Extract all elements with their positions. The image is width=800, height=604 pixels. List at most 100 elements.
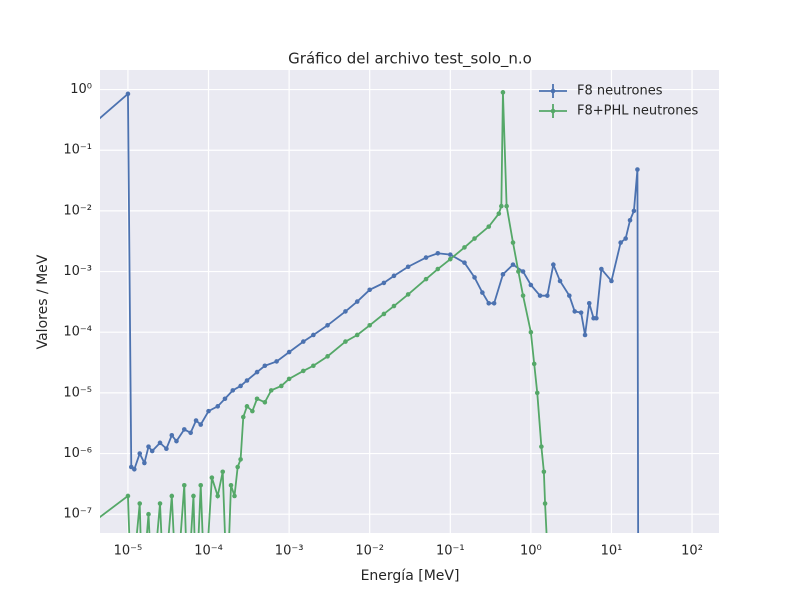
data-point bbox=[230, 388, 236, 393]
data-point bbox=[381, 280, 387, 286]
data-point bbox=[142, 460, 147, 466]
data-point bbox=[238, 383, 243, 389]
data-point bbox=[510, 240, 516, 245]
data-point bbox=[504, 203, 509, 209]
data-point bbox=[528, 329, 534, 335]
data-point bbox=[162, 591, 167, 596]
data-point bbox=[636, 591, 641, 596]
data-point bbox=[500, 272, 506, 277]
data-point bbox=[405, 292, 411, 297]
data-point bbox=[181, 427, 187, 432]
data-point bbox=[539, 444, 544, 449]
legend-label: F8 neutrones bbox=[577, 84, 663, 99]
data-point bbox=[150, 591, 155, 596]
data-point bbox=[631, 208, 637, 214]
data-point bbox=[262, 363, 268, 369]
data-point bbox=[125, 91, 131, 97]
data-point bbox=[537, 293, 543, 298]
x-tick-label: 10⁻² bbox=[355, 544, 384, 559]
y-tick-label: 10⁻⁶ bbox=[63, 446, 92, 461]
data-point bbox=[542, 501, 548, 506]
data-point bbox=[301, 368, 306, 374]
data-point bbox=[594, 315, 599, 321]
data-point bbox=[188, 430, 193, 436]
data-point bbox=[557, 278, 563, 284]
x-tick-label: 10² bbox=[681, 544, 703, 559]
data-point bbox=[486, 300, 492, 306]
data-point bbox=[354, 299, 360, 304]
data-point bbox=[254, 396, 260, 402]
data-point bbox=[423, 255, 429, 260]
x-tick-label: 10⁻³ bbox=[275, 544, 304, 559]
data-point bbox=[572, 309, 578, 314]
data-point bbox=[531, 361, 537, 367]
y-tick-label: 10⁻⁵ bbox=[63, 385, 92, 400]
data-point bbox=[367, 322, 373, 328]
data-point bbox=[129, 591, 134, 596]
data-point bbox=[215, 404, 221, 409]
data-point bbox=[311, 332, 316, 338]
data-point bbox=[435, 266, 441, 272]
data-point bbox=[496, 211, 502, 216]
legend-marker bbox=[550, 108, 556, 114]
data-point bbox=[635, 167, 640, 172]
y-tick-label: 10⁻⁴ bbox=[63, 325, 92, 340]
data-point bbox=[472, 236, 477, 241]
data-point bbox=[198, 482, 204, 488]
data-point bbox=[244, 378, 250, 383]
y-tick-label: 10⁻³ bbox=[63, 264, 92, 279]
data-point bbox=[157, 440, 163, 446]
data-point bbox=[254, 369, 260, 375]
data-point bbox=[520, 293, 526, 298]
data-point bbox=[301, 339, 306, 344]
data-point bbox=[586, 300, 592, 306]
data-point bbox=[268, 388, 274, 393]
data-point bbox=[500, 90, 506, 95]
data-point bbox=[367, 287, 373, 293]
data-point bbox=[232, 493, 237, 499]
data-point bbox=[194, 591, 199, 596]
data-point bbox=[545, 293, 550, 298]
y-tick-label: 10⁻² bbox=[63, 203, 92, 218]
plot-area bbox=[100, 70, 719, 533]
data-point bbox=[381, 311, 387, 317]
y-tick-label: 10⁰ bbox=[70, 82, 92, 97]
data-point bbox=[499, 203, 504, 209]
chart-title: Gráfico del archivo test_solo_n.o bbox=[288, 50, 532, 69]
y-tick-label: 10⁻¹ bbox=[63, 143, 92, 158]
data-point bbox=[193, 418, 199, 423]
legend-marker bbox=[550, 88, 556, 94]
x-tick-label: 10⁰ bbox=[520, 544, 542, 559]
data-point bbox=[343, 339, 348, 344]
data-point bbox=[146, 444, 151, 449]
data-point bbox=[164, 446, 169, 452]
data-point bbox=[599, 266, 604, 272]
data-point bbox=[174, 591, 179, 596]
data-point bbox=[125, 493, 131, 499]
data-point bbox=[174, 438, 179, 444]
data-point bbox=[325, 322, 330, 328]
data-point bbox=[220, 469, 226, 475]
data-point bbox=[462, 260, 467, 265]
data-point bbox=[567, 293, 572, 298]
data-point bbox=[618, 240, 623, 245]
data-point bbox=[169, 493, 175, 499]
data-point bbox=[209, 475, 215, 480]
x-tick-label: 10¹ bbox=[601, 544, 623, 559]
data-point bbox=[391, 273, 397, 279]
data-point bbox=[203, 591, 208, 596]
data-point bbox=[447, 256, 453, 262]
data-point bbox=[609, 278, 614, 284]
data-point bbox=[578, 310, 584, 315]
data-point bbox=[354, 332, 360, 338]
data-point bbox=[191, 493, 196, 499]
data-point bbox=[447, 252, 453, 257]
data-point bbox=[215, 493, 221, 499]
data-point bbox=[157, 501, 163, 506]
data-point bbox=[149, 448, 155, 454]
data-point bbox=[250, 408, 255, 414]
data-point bbox=[279, 383, 284, 389]
data-point bbox=[225, 591, 230, 596]
data-point bbox=[244, 404, 250, 409]
